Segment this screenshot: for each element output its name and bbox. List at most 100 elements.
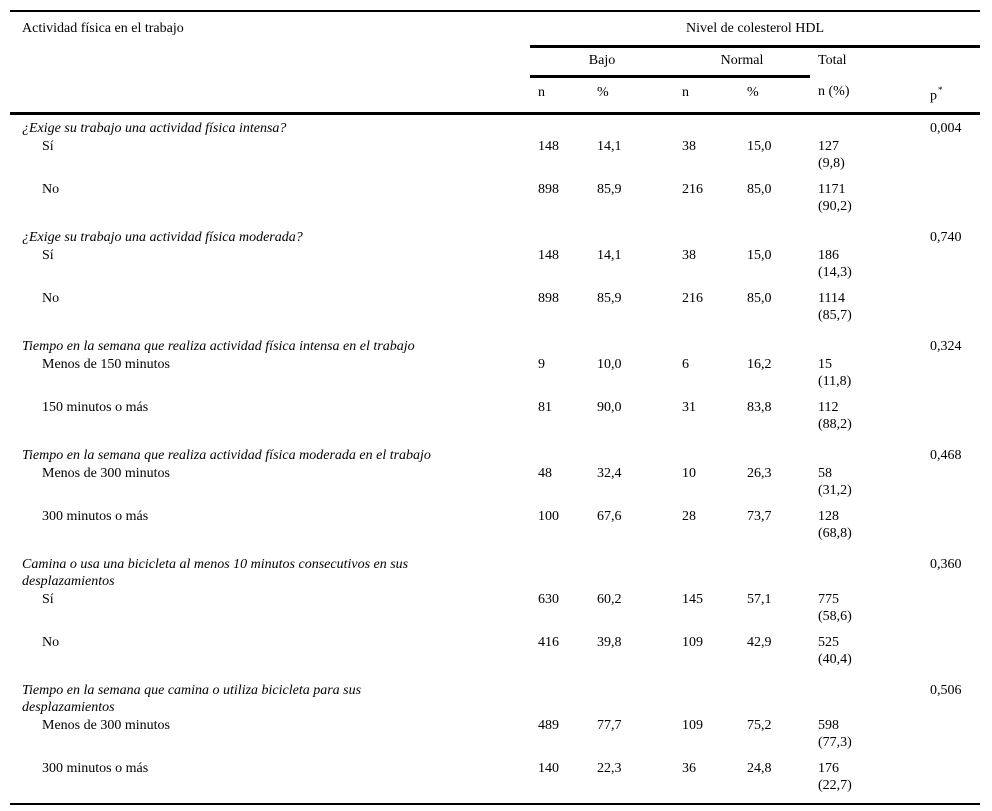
row-label: No [42,635,60,651]
cell-normal-pct: 83,8 [747,400,772,416]
cell-total-pct: (31,2) [818,483,852,499]
cell-bajo-pct: 85,9 [597,291,622,307]
asterisk-superscript: * [938,84,943,95]
cell-total-n: 176 [818,761,839,777]
cell-total: 58 (31,2) [810,465,922,508]
cell-total: 775 (58,6) [810,591,922,634]
cell-total-pct: (90,2) [818,199,852,215]
section-title-line1: Tiempo en la semana que camina o utiliza… [22,683,362,699]
table-row: 150 minutos o más 81 90,0 31 83,8 112 (88… [10,399,980,442]
p-value: 0,324 [930,339,962,355]
section-title: Tiempo en la semana que camina o utiliza… [10,677,922,717]
cell-total: 15 (11,8) [810,356,922,399]
cell-p-empty [922,356,980,399]
section-title: ¿Exige su trabajo una actividad física m… [10,224,922,247]
cell-normal-n: 36 [674,760,739,806]
cell-normal-pct: 16,2 [747,357,772,373]
section-title-line1: Tiempo en la semana que realiza activida… [22,339,415,355]
cell-total-n: 128 [818,509,839,525]
cell-p-empty [922,181,980,224]
p-value: 0,740 [930,230,962,246]
cell-total: 1171 (90,2) [810,181,922,224]
p-value: 0,360 [930,557,962,573]
p-value: 0,004 [930,121,962,137]
table-row: Menos de 150 minutos 9 10,0 6 16,2 15 (11… [10,356,980,399]
col-header-bajo-n: n [530,76,589,116]
col-header-bajo-pct: % [589,76,674,116]
cell-bajo-n: 81 [538,400,552,416]
cell-bajo-n: 898 [538,182,559,198]
cell-normal-pct: 57,1 [747,592,772,608]
section-title-line1: ¿Exige su trabajo una actividad física m… [22,230,303,246]
col-header-normal-pct: % [739,76,810,116]
cell-bajo-n: 148 [538,139,559,155]
section-title-line1: Camina o usa una bicicleta al menos 10 m… [22,557,409,573]
row-label: No [42,291,60,307]
cell-bajo-n: 9 [538,357,545,373]
cell-bajo-pct: 10,0 [597,357,622,373]
cell-total: 128 (68,8) [810,508,922,551]
cell-total: 186 (14,3) [810,247,922,290]
cell-total-pct: (77,3) [818,735,852,751]
cell-p-empty [922,399,980,442]
cell-bajo-pct: 22,3 [589,760,674,806]
cell-total-pct: (40,4) [818,652,852,668]
table-row: 300 minutos o más 140 22,3 36 24,8 176 (2… [10,760,981,806]
row-label: Menos de 300 minutos [42,466,170,482]
cell-normal-pct: 42,9 [747,635,772,651]
row-label: Menos de 300 minutos [42,718,170,734]
cell-bajo-n: 898 [538,291,559,307]
cell-total-pct: (9,8) [818,156,845,172]
cell-p-empty [922,717,980,760]
row-label: No [42,182,60,198]
cell-normal-n: 109 [682,718,703,734]
row-label: Sí [42,592,54,608]
cell-total: 1114 (85,7) [810,290,922,333]
cell-normal-n: 216 [682,291,703,307]
section-title-line1: ¿Exige su trabajo una actividad física i… [22,121,287,137]
hdl-cholesterol-activity-table: Actividad física en el trabajo Nivel de … [10,10,981,806]
table-row: Sí 148 14,1 38 15,0 186 (14,3) [10,247,980,290]
cell-total: 127 (9,8) [810,138,922,181]
cell-total: 176 (22,7) [810,760,922,806]
p-value: 0,506 [930,683,962,699]
cell-normal-pct: 73,7 [747,509,772,525]
section-title: Camina o usa una bicicleta al menos 10 m… [10,551,922,591]
p-label: p [930,88,937,104]
cell-bajo-pct: 60,2 [597,592,622,608]
cell-normal-pct: 75,2 [747,718,772,734]
section-title: Tiempo en la semana que realiza activida… [10,333,922,356]
cell-p-empty [922,591,980,634]
cell-total-pct: (68,8) [818,526,852,542]
cell-p-empty [922,760,981,806]
row-label: Sí [42,248,54,264]
cell-total-n: 186 [818,248,839,264]
cell-total: 112 (88,2) [810,399,922,442]
cell-total-pct: (85,7) [818,308,852,324]
total-group-header: Total [818,53,847,68]
section-header-row: ¿Exige su trabajo una actividad física m… [10,224,980,247]
cell-bajo-n: 630 [538,592,559,608]
normal-group-header: Normal [674,46,810,78]
section-title-line2: desplazamientos [22,700,115,716]
cell-p-empty [922,247,980,290]
section-header-row: Tiempo en la semana que camina o utiliza… [10,677,980,717]
row-label: Sí [42,139,54,155]
table-row: Menos de 300 minutos 489 77,7 109 75,2 5… [10,717,980,760]
row-label: 300 minutos o más [42,509,149,525]
cell-total: 598 (77,3) [810,717,922,760]
cell-total-n: 1114 [818,291,845,307]
cell-total-n: 525 [818,635,839,651]
cell-total-n: 127 [818,139,839,155]
section-title: Tiempo en la semana que realiza activida… [10,442,922,465]
cell-normal-pct: 26,3 [747,466,772,482]
cell-normal-n: 28 [682,509,696,525]
cell-bajo-n: 100 [538,509,559,525]
bajo-group-header: Bajo [530,46,674,78]
cell-bajo-n: 489 [538,718,559,734]
cell-bajo-pct: 85,9 [597,182,622,198]
cell-total-pct: (58,6) [818,609,852,625]
table-row: Menos de 300 minutos 48 32,4 10 26,3 58(… [10,465,980,508]
cell-normal-n: 145 [682,592,703,608]
